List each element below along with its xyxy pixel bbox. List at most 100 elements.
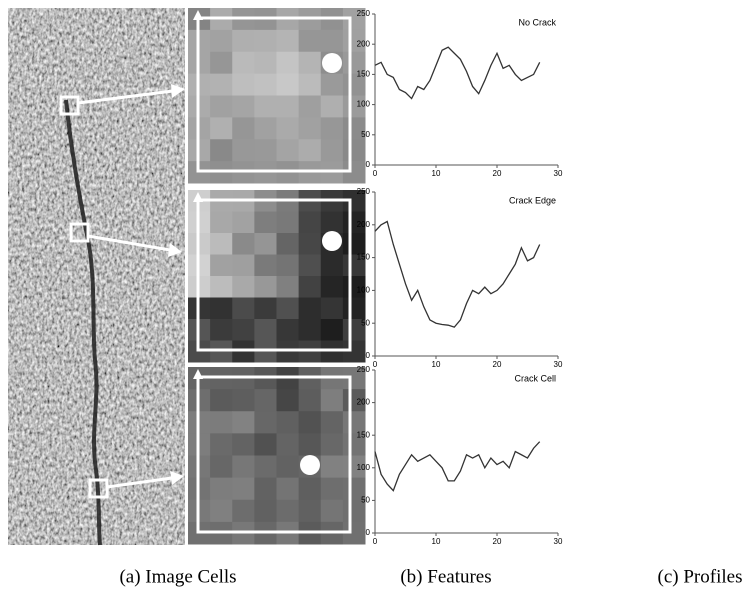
chart-title: Crack Cell bbox=[514, 373, 556, 383]
pixel bbox=[210, 51, 233, 75]
x-tick-label: 30 bbox=[554, 537, 563, 546]
pixel bbox=[210, 117, 233, 140]
pixel bbox=[210, 455, 233, 479]
y-tick-label: 150 bbox=[357, 253, 371, 262]
pixel bbox=[254, 139, 277, 162]
x-tick-label: 30 bbox=[554, 360, 563, 369]
pixel bbox=[232, 297, 255, 320]
pixel bbox=[276, 499, 300, 523]
frame-arrow bbox=[193, 10, 203, 20]
pixel bbox=[320, 455, 344, 479]
pixel bbox=[320, 477, 344, 501]
x-tick-label: 20 bbox=[493, 360, 502, 369]
pixel bbox=[254, 433, 277, 456]
pixel bbox=[210, 276, 233, 298]
pixel bbox=[298, 233, 322, 255]
y-tick-label: 250 bbox=[357, 187, 371, 196]
pixel bbox=[232, 389, 255, 412]
pixel bbox=[342, 139, 366, 162]
pixel bbox=[254, 276, 277, 298]
pixel bbox=[276, 95, 300, 118]
pixel bbox=[210, 297, 233, 320]
pixel bbox=[254, 211, 277, 234]
y-tick-label: 150 bbox=[357, 70, 371, 79]
pixel bbox=[254, 73, 277, 96]
pixel bbox=[320, 499, 344, 523]
pixel bbox=[210, 389, 233, 412]
pixel bbox=[254, 319, 277, 341]
pixel bbox=[232, 211, 255, 234]
pixel bbox=[320, 276, 344, 298]
y-tick-label: 250 bbox=[357, 9, 371, 18]
cell-frame bbox=[196, 16, 352, 173]
pixel bbox=[276, 211, 300, 234]
pixel bbox=[210, 433, 233, 456]
chart-title: No Crack bbox=[518, 17, 556, 27]
x-tick-label: 20 bbox=[493, 537, 502, 546]
pixel bbox=[232, 73, 255, 96]
pixel bbox=[232, 233, 255, 255]
dot bbox=[300, 455, 320, 475]
pixel bbox=[254, 389, 277, 412]
pixel bbox=[298, 276, 322, 298]
pixel bbox=[320, 389, 344, 412]
dot bbox=[322, 231, 342, 251]
pixel bbox=[320, 95, 344, 118]
pixel bbox=[210, 73, 233, 96]
pixel bbox=[232, 411, 255, 434]
cell-frame bbox=[196, 198, 352, 352]
pixel bbox=[210, 95, 233, 118]
y-tick-label: 0 bbox=[366, 528, 371, 537]
pixel bbox=[276, 477, 300, 501]
pixel bbox=[298, 319, 322, 341]
pixel bbox=[298, 73, 322, 96]
pixel bbox=[320, 297, 344, 320]
cell-frame bbox=[196, 375, 352, 534]
pixel bbox=[298, 254, 322, 277]
pixel bbox=[320, 73, 344, 96]
y-tick-label: 50 bbox=[361, 496, 370, 505]
y-tick-label: 50 bbox=[361, 318, 370, 327]
x-tick-label: 0 bbox=[373, 360, 378, 369]
pixel bbox=[210, 211, 233, 234]
pixel bbox=[298, 117, 322, 140]
pixel bbox=[276, 433, 300, 456]
pixel bbox=[298, 389, 322, 412]
pixel bbox=[276, 73, 300, 96]
x-tick-label: 10 bbox=[432, 169, 441, 178]
pixel bbox=[210, 233, 233, 255]
pixel bbox=[232, 455, 255, 479]
x-tick-label: 0 bbox=[373, 169, 378, 178]
pixel bbox=[232, 276, 255, 298]
pixel bbox=[342, 233, 366, 255]
pixel bbox=[276, 411, 300, 434]
pixel bbox=[298, 29, 322, 53]
profile-line bbox=[374, 441, 541, 492]
feature-cells bbox=[188, 8, 366, 545]
pixel bbox=[342, 297, 366, 320]
pixel bbox=[320, 254, 344, 277]
pixel bbox=[232, 95, 255, 118]
pixel bbox=[276, 276, 300, 298]
pixel bbox=[276, 319, 300, 341]
pixel bbox=[232, 51, 255, 75]
pixel bbox=[210, 319, 233, 341]
pixel bbox=[276, 117, 300, 140]
pixel bbox=[254, 117, 277, 140]
pixel bbox=[276, 51, 300, 75]
y-tick-label: 250 bbox=[357, 365, 371, 374]
y-tick-label: 0 bbox=[366, 351, 371, 360]
pixel bbox=[254, 455, 277, 479]
pixel bbox=[320, 139, 344, 162]
pixel bbox=[232, 29, 255, 53]
pixel bbox=[232, 319, 255, 341]
caption: (b) Features bbox=[400, 566, 491, 587]
pixel bbox=[210, 499, 233, 523]
pixel bbox=[276, 233, 300, 255]
y-tick-label: 200 bbox=[357, 39, 371, 48]
pixel bbox=[298, 211, 322, 234]
profile-line bbox=[374, 220, 541, 328]
pixel bbox=[232, 139, 255, 162]
pixel bbox=[298, 477, 322, 501]
pixel bbox=[276, 455, 300, 479]
